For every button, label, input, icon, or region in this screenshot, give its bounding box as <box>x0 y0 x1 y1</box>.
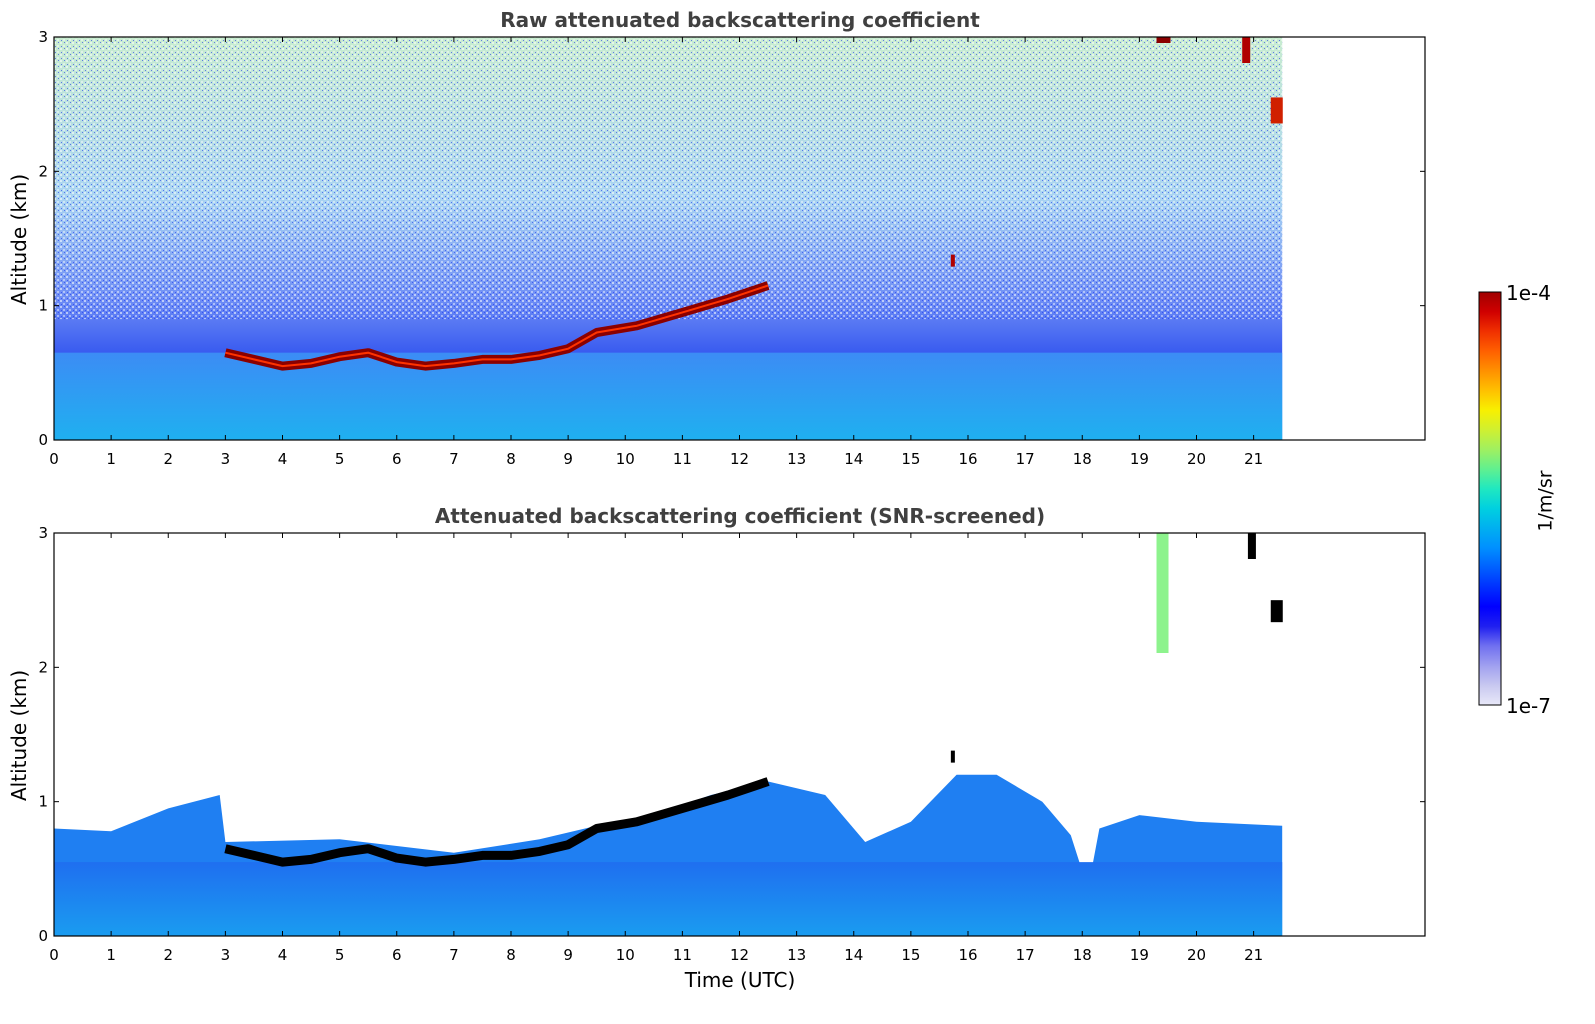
boundary-layer <box>54 352 1283 440</box>
panel-screened-title: Attenuated backscattering coefficient (S… <box>434 504 1046 528</box>
high-cloud-3 <box>1270 97 1283 124</box>
panel-screened-ylabel: Altitude (km) <box>7 669 31 801</box>
x-tick-label: 17 <box>1016 450 1035 468</box>
x-tick-label: 21 <box>1244 450 1263 468</box>
y-tick-label: 0 <box>38 431 48 449</box>
x-tick-label: 15 <box>901 946 920 964</box>
small-cloud <box>950 750 955 763</box>
x-tick-label: 19 <box>1130 450 1149 468</box>
x-tick-label: 17 <box>1016 946 1035 964</box>
y-tick-label: 1 <box>38 793 48 811</box>
y-tick-label: 1 <box>38 297 48 315</box>
x-tick-label: 16 <box>958 450 977 468</box>
high-cloud-2 <box>1242 37 1251 63</box>
y-tick-label: 2 <box>38 162 48 180</box>
x-tick-label: 9 <box>563 450 573 468</box>
x-tick-label: 3 <box>221 946 231 964</box>
x-tick-label: 21 <box>1244 946 1263 964</box>
x-tick-label: 2 <box>163 450 173 468</box>
colorbar-label: 1/m/sr <box>1534 470 1557 532</box>
x-tick-label: 4 <box>278 946 288 964</box>
colorbar-frame <box>1478 291 1502 706</box>
panel-raw-ylabel: Altitude (km) <box>7 173 31 305</box>
y-tick-label: 3 <box>38 524 48 542</box>
colorbar-gradient <box>1479 292 1501 705</box>
x-tick-label: 8 <box>506 450 516 468</box>
y-tick-label: 2 <box>38 658 48 676</box>
x-tick-label: 19 <box>1130 946 1149 964</box>
x-tick-label: 12 <box>730 946 749 964</box>
y-tick-label: 3 <box>38 28 48 46</box>
x-tick-label: 6 <box>392 450 402 468</box>
colorbar-max-label: 1e-4 <box>1506 281 1551 305</box>
colorbar-min-label: 1e-7 <box>1506 694 1551 718</box>
x-tick-label: 14 <box>844 946 863 964</box>
high-cloud-column <box>1156 533 1169 653</box>
x-tick-label: 18 <box>1073 450 1092 468</box>
x-tick-label: 5 <box>335 946 345 964</box>
x-tick-label: 0 <box>49 946 59 964</box>
high-cloud-2 <box>1247 533 1256 559</box>
x-tick-label: 7 <box>449 450 459 468</box>
panel-raw-title: Raw attenuated backscattering coefficien… <box>500 8 980 32</box>
x-tick-label: 1 <box>106 450 116 468</box>
x-tick-label: 15 <box>901 450 920 468</box>
x-tick-label: 14 <box>844 450 863 468</box>
x-tick-label: 20 <box>1187 946 1206 964</box>
x-tick-label: 6 <box>392 946 402 964</box>
x-tick-label: 18 <box>1073 946 1092 964</box>
small-cloud <box>950 254 955 267</box>
x-tick-label: 11 <box>673 450 692 468</box>
cloud-layer-line <box>224 777 770 867</box>
x-tick-label: 9 <box>563 946 573 964</box>
high-cloud-1 <box>1156 37 1171 43</box>
high-cloud-3 <box>1270 600 1283 623</box>
y-tick-label: 0 <box>38 927 48 945</box>
x-tick-label: 0 <box>49 450 59 468</box>
cloud-layer-edge <box>225 284 769 368</box>
x-tick-label: 7 <box>449 946 459 964</box>
x-tick-label: 12 <box>730 450 749 468</box>
noise-overlay <box>54 37 1283 320</box>
colorbar <box>1478 291 1502 706</box>
x-tick-label: 1 <box>106 946 116 964</box>
x-tick-label: 11 <box>673 946 692 964</box>
x-tick-label: 10 <box>616 946 635 964</box>
x-tick-label: 3 <box>221 450 231 468</box>
x-tick-label: 13 <box>787 946 806 964</box>
x-tick-label: 8 <box>506 946 516 964</box>
x-tick-label: 5 <box>335 450 345 468</box>
x-tick-label: 4 <box>278 450 288 468</box>
x-tick-label: 16 <box>958 946 977 964</box>
x-tick-label: 20 <box>1187 450 1206 468</box>
x-tick-label: 13 <box>787 450 806 468</box>
x-axis-label: Time (UTC) <box>684 968 796 992</box>
boundary-layer <box>54 862 1283 936</box>
x-tick-label: 10 <box>616 450 635 468</box>
x-tick-label: 2 <box>163 946 173 964</box>
